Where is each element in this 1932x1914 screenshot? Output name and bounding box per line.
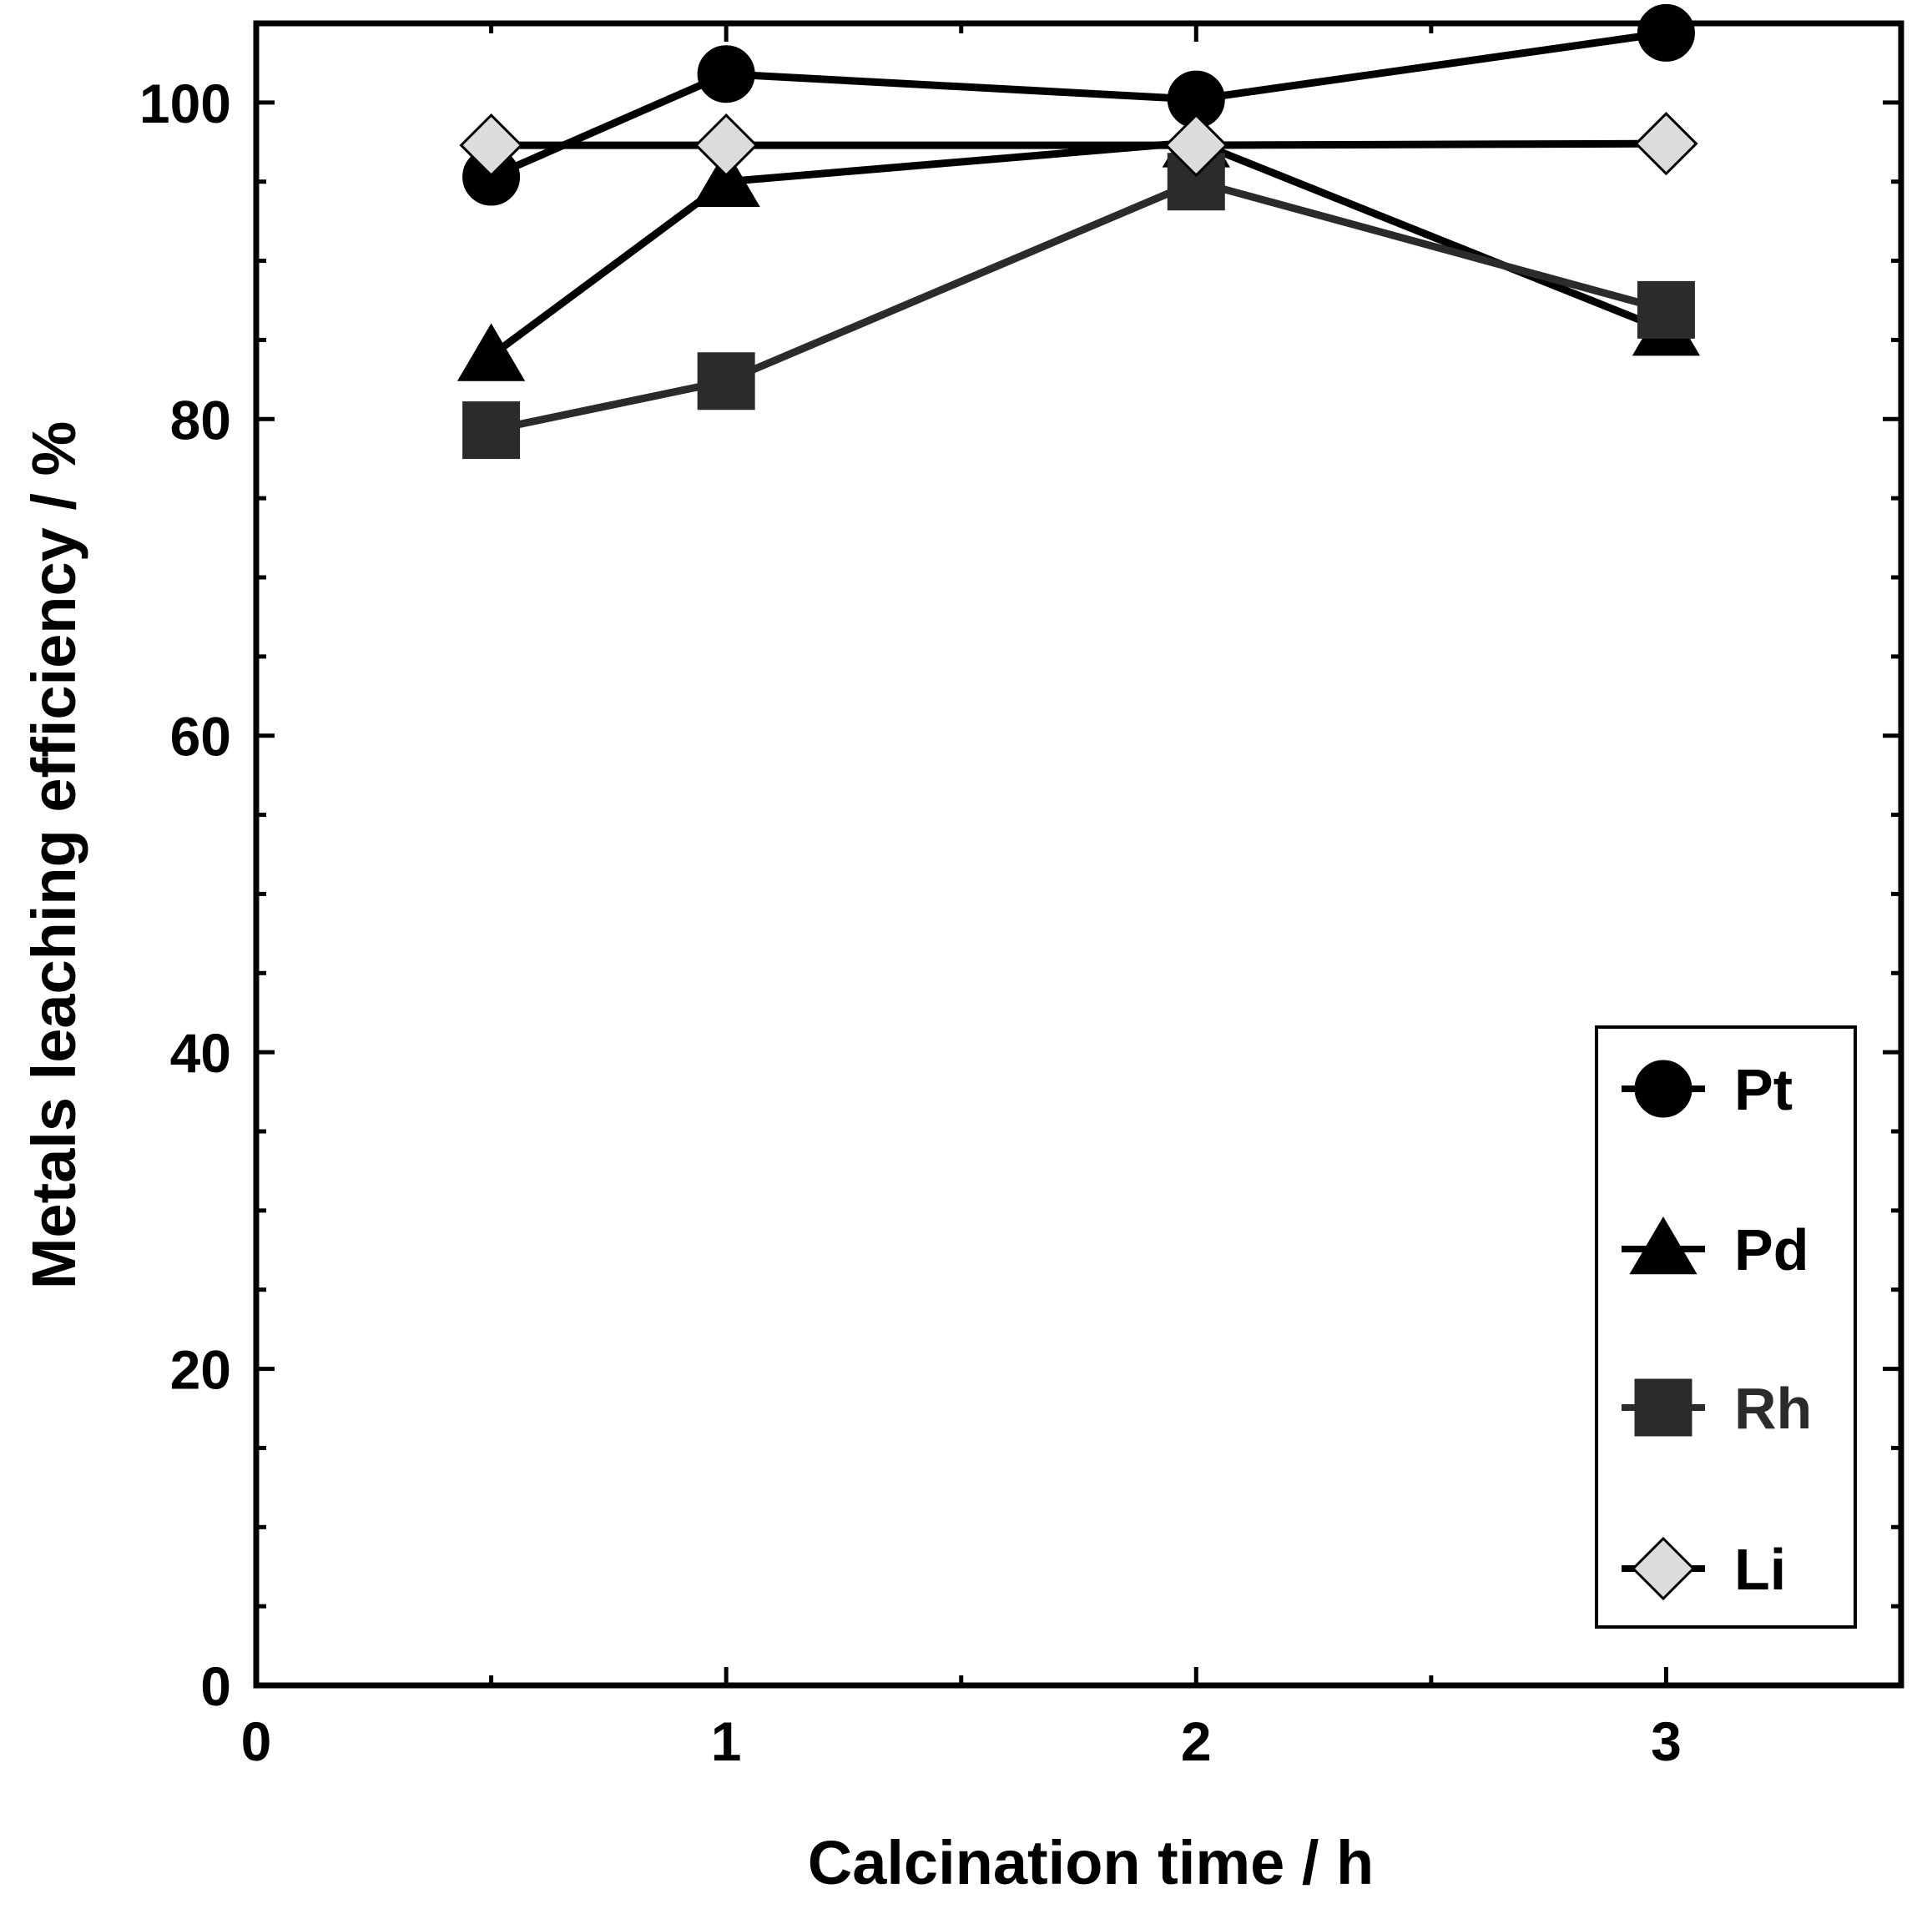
data-point-pd	[457, 323, 526, 381]
legend: Pt Pd Rh Li	[1595, 1025, 1857, 1629]
data-point-li	[1634, 112, 1698, 176]
legend-label: Rh	[1734, 1376, 1812, 1441]
legend-marker	[1634, 1378, 1692, 1437]
data-point-pt	[697, 45, 755, 103]
legend-label: Pd	[1734, 1217, 1808, 1282]
y-axis-title: Metals leaching efficiency / %	[19, 421, 88, 1289]
series-lines	[488, 28, 1668, 434]
series-markers	[457, 3, 1701, 460]
x-tick-label: 0	[241, 1710, 272, 1772]
y-tick-label: 40	[170, 1022, 231, 1084]
y-tick-label: 60	[170, 706, 231, 768]
y-tick-label: 80	[170, 389, 231, 451]
data-point-pt	[1637, 3, 1695, 62]
legend-marker	[1629, 1216, 1697, 1275]
x-axis-title: Calcination time / h	[808, 1828, 1374, 1897]
data-point-pd	[692, 149, 760, 208]
series-line-li	[491, 139, 1667, 149]
data-point-rh	[697, 352, 755, 411]
data-point-rh	[1637, 280, 1695, 339]
legend-item-pd: Pd	[1622, 1216, 1808, 1282]
axis-tick-labels: 0 1 2 3 0 20 40 60 80 100	[139, 73, 1682, 1772]
series-line-pt	[489, 28, 1667, 181]
series-line-pd	[488, 138, 1668, 360]
legend-marker	[1634, 1060, 1692, 1118]
legend-item-pt: Pt	[1622, 1057, 1793, 1122]
x-tick-label: 1	[711, 1710, 742, 1772]
y-tick-label: 0	[200, 1655, 231, 1717]
y-tick-label: 100	[139, 73, 231, 134]
data-point-li	[694, 113, 759, 178]
x-tick-label: 3	[1651, 1710, 1682, 1772]
data-point-rh	[462, 401, 521, 460]
legend-entries: Pt Pd Rh Li	[1622, 1057, 1812, 1602]
legend-box	[1595, 1025, 1857, 1629]
series-line-rh	[490, 178, 1667, 434]
data-point-li	[459, 113, 523, 178]
y-tick-label: 20	[170, 1339, 231, 1401]
data-point-li	[1164, 113, 1228, 178]
legend-label: Li	[1734, 1537, 1786, 1602]
legend-item-li: Li	[1622, 1536, 1786, 1602]
legend-label: Pt	[1734, 1057, 1793, 1122]
legend-item-rh: Rh	[1622, 1376, 1812, 1441]
plot-frame	[253, 20, 1904, 1689]
x-tick-label: 2	[1181, 1710, 1212, 1772]
legend-marker	[1631, 1536, 1696, 1601]
